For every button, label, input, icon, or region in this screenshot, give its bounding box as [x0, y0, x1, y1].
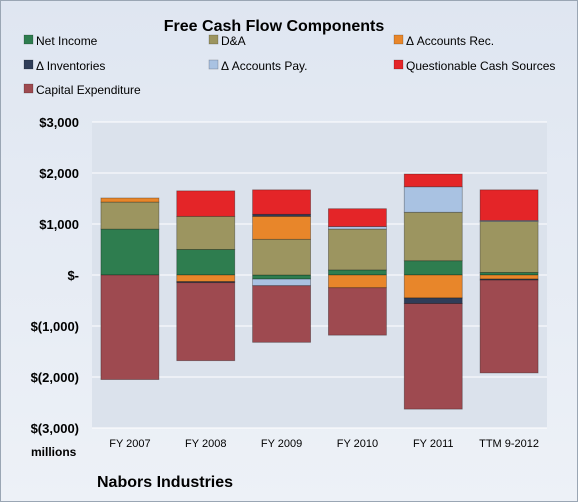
- x-tick-label: FY 2011: [413, 438, 454, 450]
- legend-label: D&A: [221, 34, 246, 48]
- bar-capital-expenditure-ttm-9-2012: [479, 279, 539, 374]
- company-name: Nabors Industries: [97, 474, 233, 491]
- bar-inventories-fy-2011: [403, 297, 463, 304]
- bar-capital-expenditure-fy-2009: [252, 285, 311, 343]
- bar-net-income-fy-2008: [176, 249, 236, 276]
- legend-label: Net Income: [36, 34, 98, 48]
- legend-item-inventories: Δ Inventories: [23, 59, 105, 73]
- bar-accounts-rec-fy-2007: [100, 197, 160, 203]
- y-tick-label: $2,000: [39, 166, 79, 181]
- bar-questionable-cash-sources-fy-2011: [403, 173, 463, 188]
- legend-label: Questionable Cash Sources: [406, 59, 555, 73]
- y-tick-label: $(2,000): [31, 370, 79, 385]
- bar-accounts-pay-fy-2009: [252, 278, 311, 287]
- bar-accounts-rec-fy-2009: [252, 215, 311, 240]
- legend-swatch: [393, 59, 404, 70]
- bar-questionable-cash-sources-ttm-9-2012: [479, 189, 539, 221]
- x-tick-label: TTM 9-2012: [479, 438, 539, 450]
- bar-capital-expenditure-fy-2010: [328, 287, 387, 336]
- bars: [100, 173, 539, 410]
- bar-d-a-fy-2010: [328, 228, 387, 271]
- bar-net-income-fy-2009: [252, 274, 311, 280]
- legend-swatch: [23, 34, 34, 45]
- y-tick-label: $(3,000): [31, 421, 79, 436]
- legend-item-d-a: D&A: [208, 34, 246, 48]
- y-tick-label: $-: [67, 268, 79, 283]
- bar-net-income-fy-2007: [100, 228, 160, 276]
- x-tick-label: FY 2009: [261, 438, 302, 450]
- bar-d-a-fy-2009: [252, 238, 311, 276]
- legend-swatch: [208, 34, 219, 45]
- bar-d-a-fy-2007: [100, 201, 160, 230]
- legend-label: Δ Accounts Rec.: [406, 34, 494, 48]
- legend-swatch: [208, 59, 219, 70]
- bar-accounts-rec-ttm-9-2012: [479, 274, 539, 280]
- bar-capital-expenditure-fy-2007: [100, 274, 160, 380]
- x-tick-label: FY 2010: [337, 438, 378, 450]
- x-axis-ticks: FY 2007 FY 2008 FY 2009 FY 2010 FY 2011 TTM 9…: [109, 438, 539, 450]
- bar-net-income-fy-2011: [403, 260, 463, 276]
- legend-item-accounts-pay: Δ Accounts Pay.: [208, 59, 308, 73]
- legend-swatch: [23, 59, 34, 70]
- y-tick-label: $(1,000): [31, 319, 79, 334]
- bar-questionable-cash-sources-fy-2010: [328, 208, 387, 227]
- legend-item-capital-expenditure: Capital Expenditure: [23, 83, 141, 97]
- y-tick-label: $1,000: [39, 217, 79, 232]
- bar-accounts-rec-fy-2011: [403, 274, 463, 299]
- legend-item-accounts-rec: Δ Accounts Rec.: [393, 34, 494, 48]
- bar-questionable-cash-sources-fy-2008: [176, 190, 236, 217]
- legend-swatch: [23, 83, 34, 94]
- bar-inventories-ttm-9-2012: [479, 278, 539, 281]
- bar-net-income-fy-2010: [328, 269, 387, 276]
- bar-capital-expenditure-fy-2008: [176, 282, 236, 362]
- y-tick-label: $3,000: [39, 115, 79, 130]
- chart-title: Free Cash Flow Components: [164, 18, 385, 35]
- bar-d-a-fy-2008: [176, 215, 236, 250]
- gridlines: [92, 121, 547, 429]
- bar-accounts-rec-fy-2010: [328, 274, 387, 289]
- units-label: millions: [31, 445, 77, 459]
- x-tick-label: FY 2007: [109, 438, 150, 450]
- bar-capital-expenditure-fy-2011: [403, 303, 463, 410]
- legend-label: Δ Inventories: [36, 59, 105, 73]
- legend: Net Income D&A Δ Accounts Rec. Δ Inventorie…: [23, 34, 555, 97]
- bar-accounts-pay-fy-2011: [403, 186, 463, 213]
- legend-label: Δ Accounts Pay.: [221, 59, 308, 73]
- bar-accounts-rec-fy-2008: [176, 274, 236, 283]
- legend-item-net-income: Net Income: [23, 34, 98, 48]
- legend-label: Capital Expenditure: [36, 83, 141, 97]
- legend-item-questionable-cash-sources: Questionable Cash Sources: [393, 59, 555, 73]
- bar-d-a-ttm-9-2012: [479, 221, 539, 273]
- bar-d-a-fy-2011: [403, 211, 463, 262]
- x-tick-label: FY 2008: [185, 438, 226, 450]
- legend-swatch: [393, 34, 404, 45]
- y-axis-ticks: $3,000 $2,000 $1,000 $- $(1,000) $(2,000) $(3,…: [31, 115, 79, 436]
- bar-questionable-cash-sources-fy-2009: [252, 189, 311, 215]
